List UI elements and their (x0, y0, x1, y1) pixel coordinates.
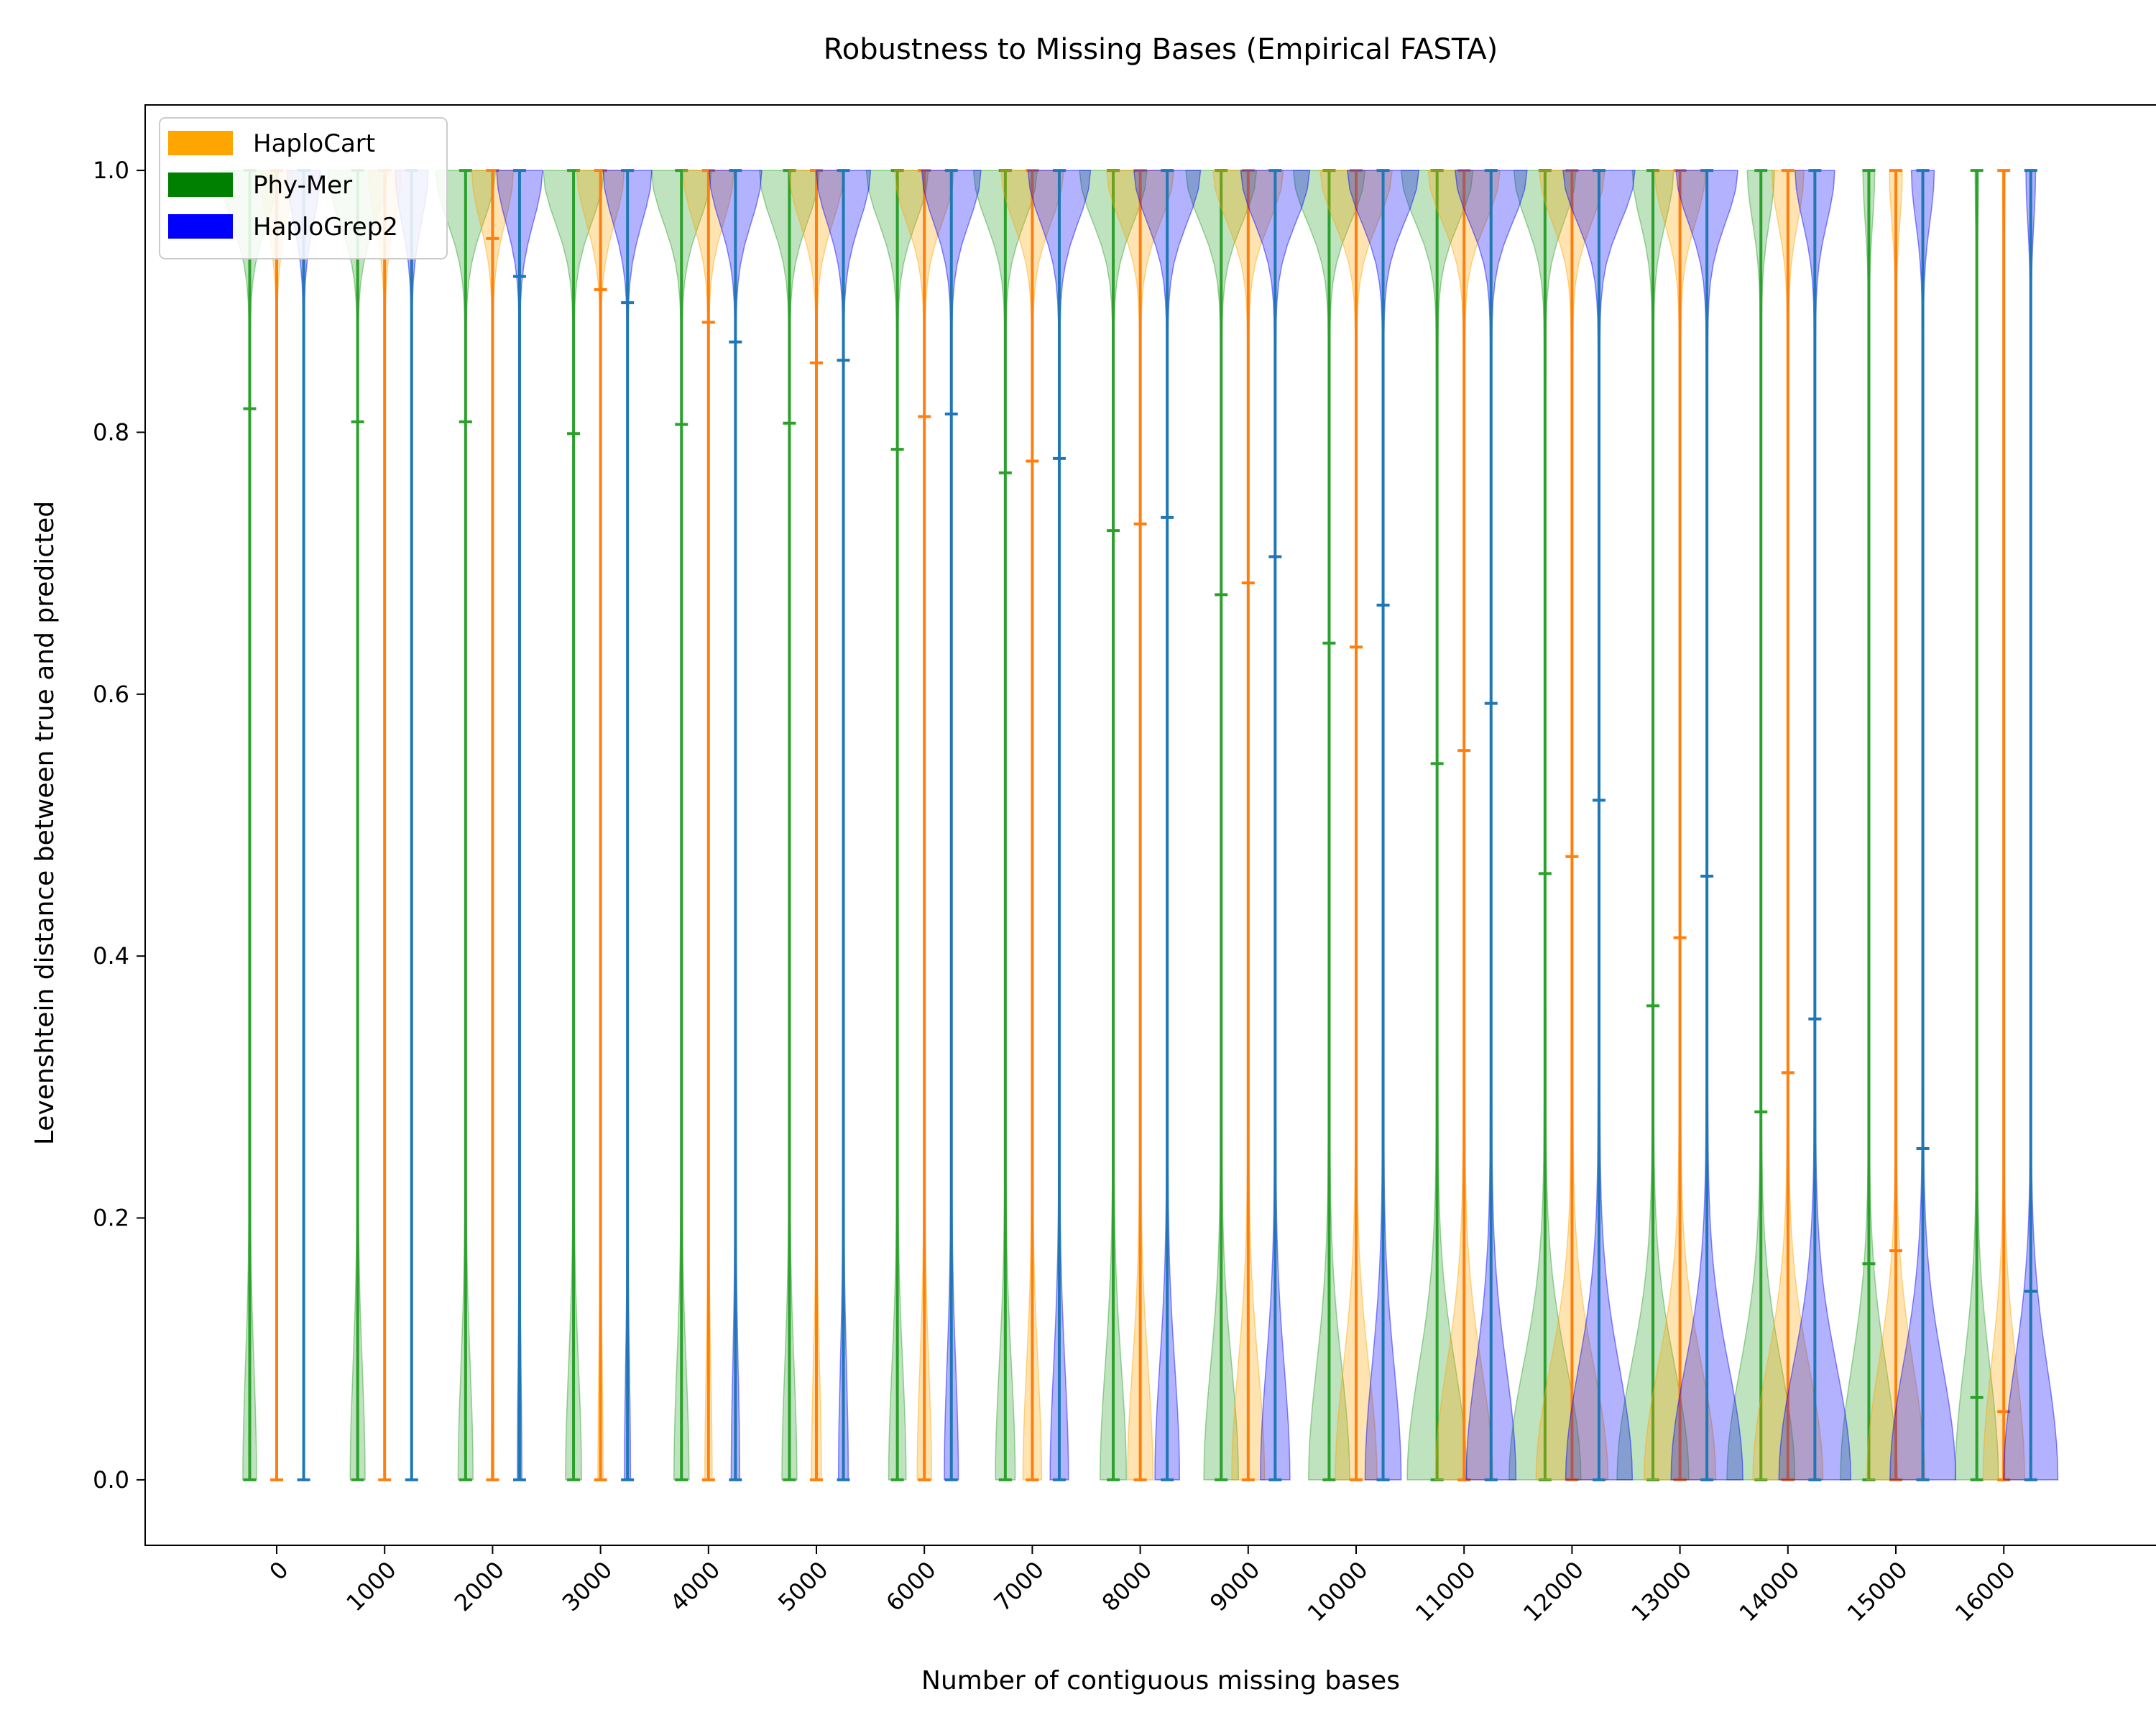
chart-title: Robustness to Missing Bases (Empirical F… (824, 33, 1498, 66)
plot-area (219, 169, 2059, 1481)
y-tick-label: 0.0 (93, 1466, 129, 1494)
series-phy-mer (219, 169, 1999, 1481)
legend-label: HaploGrep2 (253, 213, 398, 242)
legend-swatch (168, 214, 233, 239)
x-axis-label: Number of contiguous missing bases (921, 1666, 1400, 1696)
series-haplogrep2 (286, 169, 2059, 1481)
series-haplocart (259, 169, 2025, 1481)
y-tick-label: 0.6 (93, 681, 129, 708)
legend-label: HaploCart (253, 129, 375, 158)
legend: HaploCart Phy-Mer HaploGrep2 (159, 117, 448, 259)
legend-swatch (168, 172, 233, 197)
legend-swatch (168, 131, 233, 155)
y-tick-label: 0.2 (93, 1205, 129, 1232)
y-tick-label: 0.4 (93, 942, 129, 970)
y-axis-label: Levenshtein distance between true and pr… (30, 501, 60, 1145)
y-tick-label: 1.0 (93, 157, 129, 184)
axes-frame (144, 104, 2156, 1546)
legend-label: Phy-Mer (253, 171, 352, 200)
y-tick-label: 0.8 (93, 418, 129, 446)
